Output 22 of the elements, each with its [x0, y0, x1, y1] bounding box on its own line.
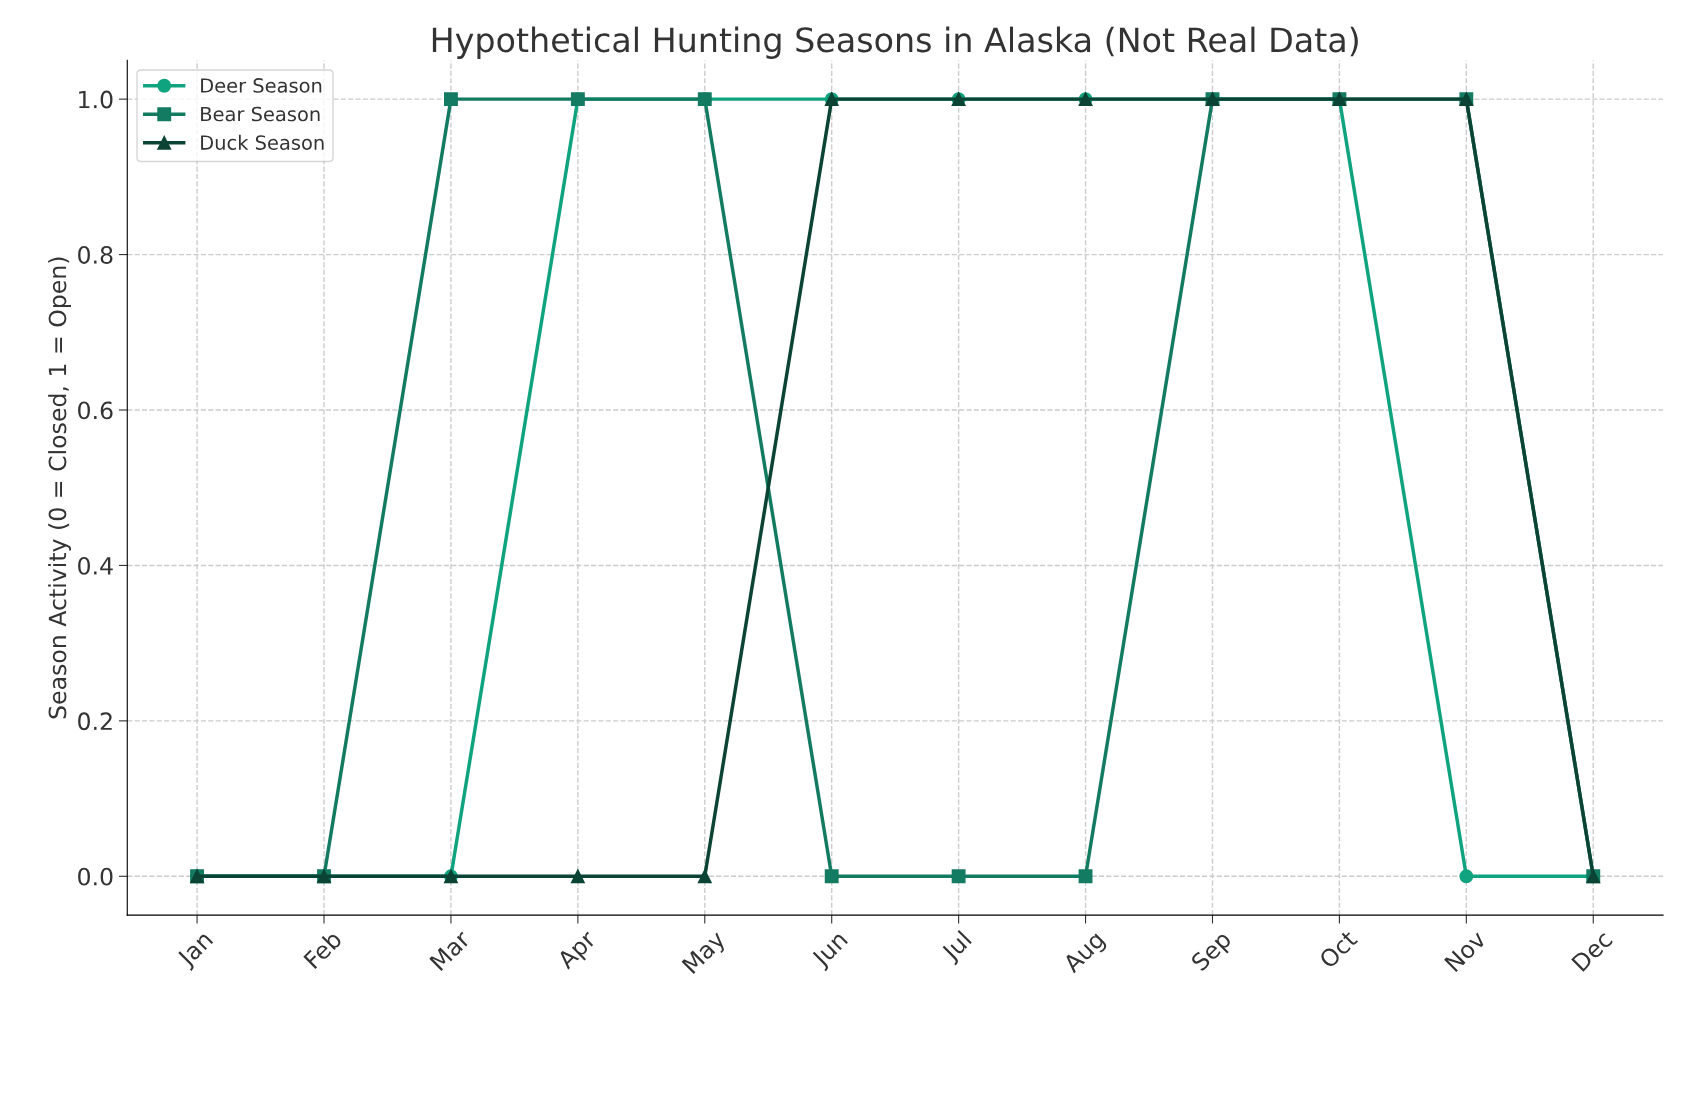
- x-tick-label: Oct: [1318, 929, 1359, 970]
- x-tick-label: Apr: [555, 928, 601, 974]
- x-tick-label: Dec: [1571, 929, 1614, 972]
- legend-label: Deer Season: [201, 78, 322, 93]
- x-tick-label: Jul: [939, 929, 976, 966]
- x-tick-label: Sep: [1190, 929, 1236, 975]
- y-tick-label: 0.8: [78, 246, 113, 264]
- x-tick-label: Jun: [810, 930, 852, 972]
- chart-title: Hypothetical Hunting Seasons in Alaska (Not Real Data): [432, 26, 1358, 59]
- y-tick-label: 0.2: [78, 712, 112, 731]
- x-tick-label: Jan: [175, 930, 217, 971]
- x-tick-label: Mar: [429, 928, 472, 972]
- y-tick-label: 1.0: [79, 90, 113, 109]
- y-tick-label: 0.0: [78, 867, 113, 886]
- y-axis-title: Season Activity (0 = Closed, 1 = Open): [48, 257, 71, 719]
- y-tick-label: 0.4: [78, 556, 113, 575]
- legend-label: Duck Season: [201, 134, 324, 150]
- x-tick-label: Aug: [1061, 930, 1109, 977]
- x-tick-label: Nov: [1444, 929, 1487, 973]
- x-tick-label: Feb: [302, 929, 343, 970]
- y-tick-label: 0.6: [78, 401, 113, 420]
- legend-label: Bear Season: [201, 106, 320, 122]
